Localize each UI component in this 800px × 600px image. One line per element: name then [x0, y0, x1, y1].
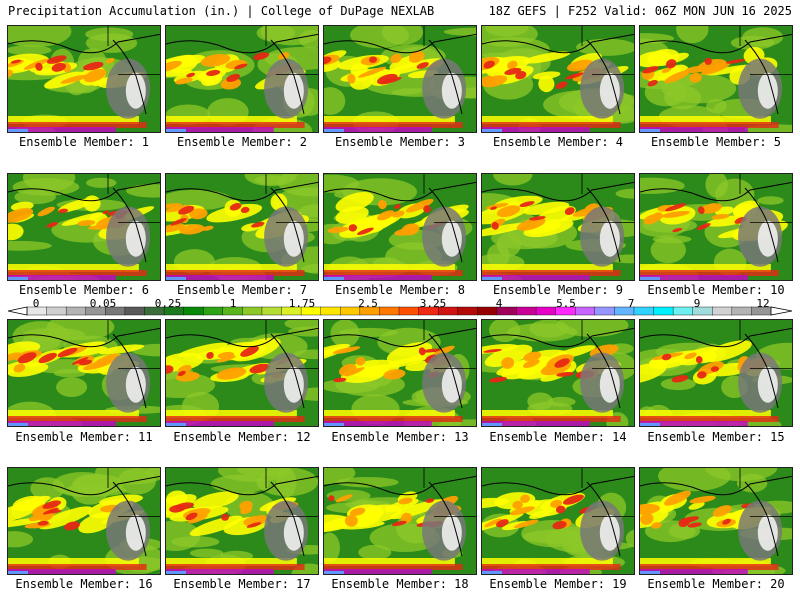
ensemble-map-panel [481, 467, 635, 575]
color-scale-bar [7, 306, 793, 316]
panel-label: Ensemble Member: 17 [173, 577, 311, 591]
precip-map [324, 468, 476, 574]
chart-title: Precipitation Accumulation (in.) | Colle… [8, 4, 435, 18]
precip-map [482, 320, 634, 426]
color-scale-segment [653, 306, 674, 316]
color-scale-segment [183, 306, 204, 316]
ensemble-map-panel [323, 25, 477, 133]
precip-map [482, 26, 634, 132]
panel-label: Ensemble Member: 5 [650, 135, 782, 149]
color-scale-segment [398, 306, 420, 316]
ensemble-map-panel [639, 319, 793, 427]
precip-map [324, 174, 476, 280]
color-scale-segment [203, 306, 224, 316]
panel-label: Ensemble Member: 8 [334, 283, 466, 297]
precip-map [640, 320, 792, 426]
ensemble-map-panel [165, 25, 319, 133]
panel-label: Ensemble Member: 4 [492, 135, 624, 149]
precip-map [166, 320, 318, 426]
panel-label: Ensemble Member: 11 [15, 430, 153, 444]
precip-map [482, 468, 634, 574]
colorbar-tick-label: 2.5 [358, 297, 378, 310]
panel-label: Ensemble Member: 2 [176, 135, 308, 149]
ensemble-map-panel [639, 173, 793, 281]
colorbar-left-arrow [7, 306, 28, 316]
panel-label: Ensemble Member: 7 [176, 283, 308, 297]
colorbar-tick-label: 1.75 [288, 297, 316, 310]
precip-map [640, 468, 792, 574]
precip-map [8, 468, 160, 574]
panel-label: Ensemble Member: 15 [647, 430, 785, 444]
color-scale-segment [320, 306, 341, 316]
panel-label: Ensemble Member: 16 [15, 577, 153, 591]
ensemble-map-panel [7, 173, 161, 281]
panel-label: Ensemble Member: 1 [18, 135, 150, 149]
colorbar-tick-label: 0.05 [89, 297, 117, 310]
ensemble-map-panel [7, 467, 161, 575]
panel-label: Ensemble Member: 20 [647, 577, 785, 591]
ensemble-map-panel [165, 173, 319, 281]
color-scale-segment [379, 306, 400, 316]
precip-map [8, 320, 160, 426]
color-scale-segment [477, 306, 498, 316]
ensemble-map-panel [7, 319, 161, 427]
colorbar-tick-label: 5.5 [556, 297, 576, 310]
panel-label: Ensemble Member: 19 [489, 577, 627, 591]
color-scale-segment [457, 306, 479, 316]
ensemble-map-panel [639, 467, 793, 575]
precip-map [482, 174, 634, 280]
colorbar-tick-label: 0 [32, 297, 40, 310]
ensemble-map-panel [165, 467, 319, 575]
precip-map [640, 174, 792, 280]
color-scale-segment [46, 306, 67, 316]
color-scale-segment [124, 306, 146, 316]
color-scale-segment [261, 306, 283, 316]
ensemble-map-panel [481, 25, 635, 133]
color-scale-segment [516, 306, 537, 316]
run-info: 18Z GEFS | F252 Valid: 06Z MON JUN 16 20… [488, 4, 792, 18]
precip-map [166, 174, 318, 280]
color-scale-segment [535, 306, 557, 316]
colorbar-tick-label: 0.25 [154, 297, 182, 310]
precip-map [324, 320, 476, 426]
ensemble-map-panel [165, 319, 319, 427]
precip-map [640, 26, 792, 132]
panel-label: Ensemble Member: 14 [489, 430, 627, 444]
colorbar-tick-label: 9 [693, 297, 701, 310]
ensemble-map-panel [481, 319, 635, 427]
ensemble-map-panel [7, 25, 161, 133]
colorbar-tick-label: 3.25 [419, 297, 447, 310]
ensemble-map-panel [323, 467, 477, 575]
precip-map [8, 174, 160, 280]
colorbar-tick-label: 12 [756, 297, 770, 310]
colorbar-right-arrow [770, 306, 793, 316]
panel-label: Ensemble Member: 18 [331, 577, 469, 591]
panel-label: Ensemble Member: 13 [331, 430, 469, 444]
ensemble-map-panel [481, 173, 635, 281]
colorbar-tick-label: 1 [229, 297, 237, 310]
colorbar-tick-label: 7 [627, 297, 635, 310]
color-scale-segment [575, 306, 596, 316]
colorbar-tick-label: 4 [495, 297, 503, 310]
color-scale-segment [633, 306, 655, 316]
panel-label: Ensemble Member: 3 [334, 135, 466, 149]
panel-label: Ensemble Member: 12 [173, 430, 311, 444]
color-scale-segment [65, 306, 87, 316]
color-scale-segment [712, 306, 733, 316]
precip-map [166, 468, 318, 574]
precip-map [8, 26, 160, 132]
panel-label: Ensemble Member: 10 [647, 283, 785, 297]
color-scale-segment [242, 306, 263, 316]
panel-label: Ensemble Member: 6 [18, 283, 150, 297]
ensemble-map-panel [639, 25, 793, 133]
ensemble-map-panel [323, 319, 477, 427]
precip-map [166, 26, 318, 132]
color-scale-segment [731, 306, 753, 316]
panel-label: Ensemble Member: 9 [492, 283, 624, 297]
color-scale-segment [594, 306, 616, 316]
ensemble-map-panel [323, 173, 477, 281]
precip-map [324, 26, 476, 132]
color-scale-segment [672, 306, 694, 316]
